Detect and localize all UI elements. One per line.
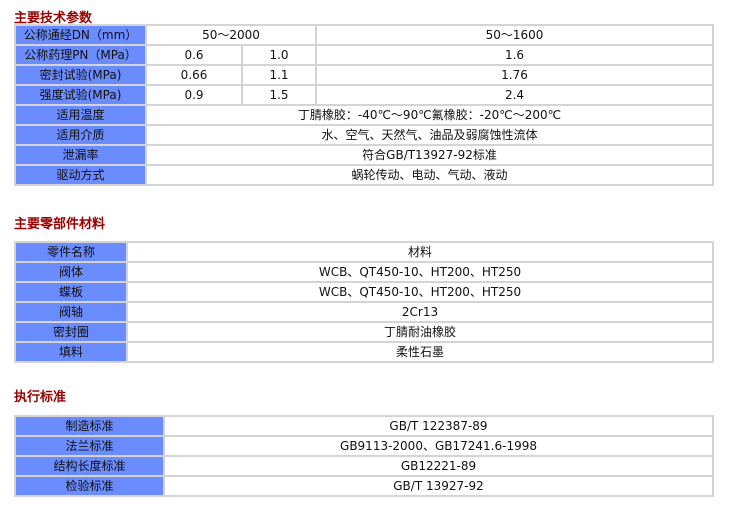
table-row: 法兰标准 GB9113-2000、GB17241.6-1998 — [14, 435, 714, 457]
cell: 0.66 — [145, 64, 243, 86]
table-row: 蝶板 WCB、QT450-10、HT200、HT250 — [14, 281, 714, 303]
cell: 柔性石墨 — [126, 341, 714, 363]
table-row: 密封圈 丁腈耐油橡胶 — [14, 321, 714, 343]
row-label: 强度试验(MPa) — [14, 84, 147, 106]
table-row: 阀体 WCB、QT450-10、HT200、HT250 — [14, 261, 714, 283]
row-label: 适用介质 — [14, 124, 147, 146]
materials-table: 零件名称 材料 阀体 WCB、QT450-10、HT200、HT250 蝶板 WCB、… — [14, 241, 714, 363]
table-row: 阀轴 2Cr13 — [14, 301, 714, 323]
table-row: 结构长度标准 GB12221-89 — [14, 455, 714, 477]
row-label: 公称通经DN（mm） — [14, 24, 147, 46]
cell: 水、空气、天然气、油品及弱腐蚀性流体 — [145, 124, 714, 146]
table-row: 泄漏率 符合GB/T13927-92标准 — [14, 144, 714, 166]
row-label: 驱动方式 — [14, 164, 147, 186]
section-title-tech-params: 主要技术参数 — [14, 11, 93, 26]
row-label: 密封圈 — [14, 321, 128, 343]
row-label: 零件名称 — [14, 241, 128, 263]
table-row: 适用温度 丁腈橡胶：-40℃～90℃氟橡胶：-20℃～200℃ — [14, 104, 714, 126]
cell: GB12221-89 — [163, 455, 714, 477]
row-label: 泄漏率 — [14, 144, 147, 166]
row-label: 密封试验(MPa) — [14, 64, 147, 86]
cell: 0.6 — [145, 44, 243, 66]
table-row: 密封试验(MPa) 0.66 1.1 1.76 — [14, 64, 714, 86]
table-row: 填料 柔性石墨 — [14, 341, 714, 363]
cell: 丁腈橡胶：-40℃～90℃氟橡胶：-20℃～200℃ — [145, 104, 714, 126]
cell: GB/T 13927-92 — [163, 475, 714, 497]
tech-params-table: 公称通经DN（mm） 50～2000 50～1600 公称药理PN（MPa） 0… — [14, 24, 714, 186]
row-label: 阀轴 — [14, 301, 128, 323]
row-label: 结构长度标准 — [14, 455, 165, 477]
cell: 材料 — [126, 241, 714, 263]
row-label: 填料 — [14, 341, 128, 363]
table-row: 公称药理PN（MPa） 0.6 1.0 1.6 — [14, 44, 714, 66]
table-row: 公称通经DN（mm） 50～2000 50～1600 — [14, 24, 714, 46]
cell: 蜗轮传动、电动、气动、液动 — [145, 164, 714, 186]
table-row: 零件名称 材料 — [14, 241, 714, 263]
row-label: 检验标准 — [14, 475, 165, 497]
cell: 50～1600 — [315, 24, 714, 46]
row-label: 法兰标准 — [14, 435, 165, 457]
cell: 0.9 — [145, 84, 243, 106]
cell: 1.1 — [241, 64, 317, 86]
table-row: 适用介质 水、空气、天然气、油品及弱腐蚀性流体 — [14, 124, 714, 146]
cell: 2Cr13 — [126, 301, 714, 323]
cell: 1.76 — [315, 64, 714, 86]
cell: 2.4 — [315, 84, 714, 106]
table-row: 检验标准 GB/T 13927-92 — [14, 475, 714, 497]
cell: GB9113-2000、GB17241.6-1998 — [163, 435, 714, 457]
cell: 1.5 — [241, 84, 317, 106]
table-row: 驱动方式 蜗轮传动、电动、气动、液动 — [14, 164, 714, 186]
cell: 50～2000 — [145, 24, 317, 46]
cell: 1.6 — [315, 44, 714, 66]
standards-table: 制造标准 GB/T 122387-89 法兰标准 GB9113-2000、GB172… — [14, 415, 714, 497]
cell: GB/T 122387-89 — [163, 415, 714, 437]
row-label: 蝶板 — [14, 281, 128, 303]
row-label: 公称药理PN（MPa） — [14, 44, 147, 66]
cell: WCB、QT450-10、HT200、HT250 — [126, 261, 714, 283]
cell: 丁腈耐油橡胶 — [126, 321, 714, 343]
cell: 1.0 — [241, 44, 317, 66]
row-label: 阀体 — [14, 261, 128, 283]
section-title-materials: 主要零部件材料 — [14, 217, 106, 232]
row-label: 适用温度 — [14, 104, 147, 126]
table-row: 制造标准 GB/T 122387-89 — [14, 415, 714, 437]
row-label: 制造标准 — [14, 415, 165, 437]
table-row: 强度试验(MPa) 0.9 1.5 2.4 — [14, 84, 714, 106]
section-title-standards: 执行标准 — [14, 390, 67, 405]
cell: 符合GB/T13927-92标准 — [145, 144, 714, 166]
cell: WCB、QT450-10、HT200、HT250 — [126, 281, 714, 303]
